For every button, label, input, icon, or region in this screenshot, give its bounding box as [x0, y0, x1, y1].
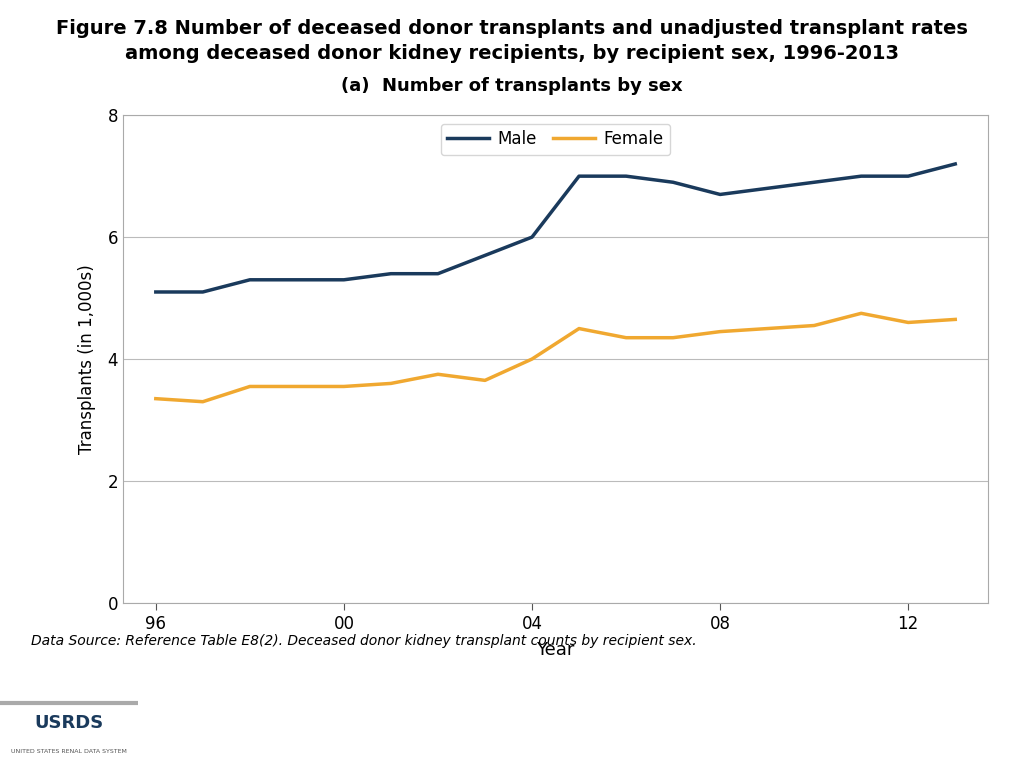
X-axis label: Year: Year: [537, 641, 574, 659]
Text: UNITED STATES RENAL DATA SYSTEM: UNITED STATES RENAL DATA SYSTEM: [11, 749, 127, 753]
Text: Data Source: Reference Table E8(2). Deceased donor kidney transplant counts by r: Data Source: Reference Table E8(2). Dece…: [31, 634, 696, 647]
Y-axis label: Transplants (in 1,000s): Transplants (in 1,000s): [78, 264, 96, 454]
Legend: Male, Female: Male, Female: [440, 124, 671, 155]
Text: among deceased donor kidney recipients, by recipient sex, 1996-2013: among deceased donor kidney recipients, …: [125, 44, 899, 63]
Text: USRDS: USRDS: [35, 714, 103, 733]
Text: 11: 11: [974, 720, 998, 739]
Text: (a)  Number of transplants by sex: (a) Number of transplants by sex: [341, 77, 683, 94]
Text: Figure 7.8 Number of deceased donor transplants and unadjusted transplant rates: Figure 7.8 Number of deceased donor tran…: [56, 19, 968, 38]
Text: Vol 2, ESRD, Ch 7: Vol 2, ESRD, Ch 7: [425, 720, 599, 739]
